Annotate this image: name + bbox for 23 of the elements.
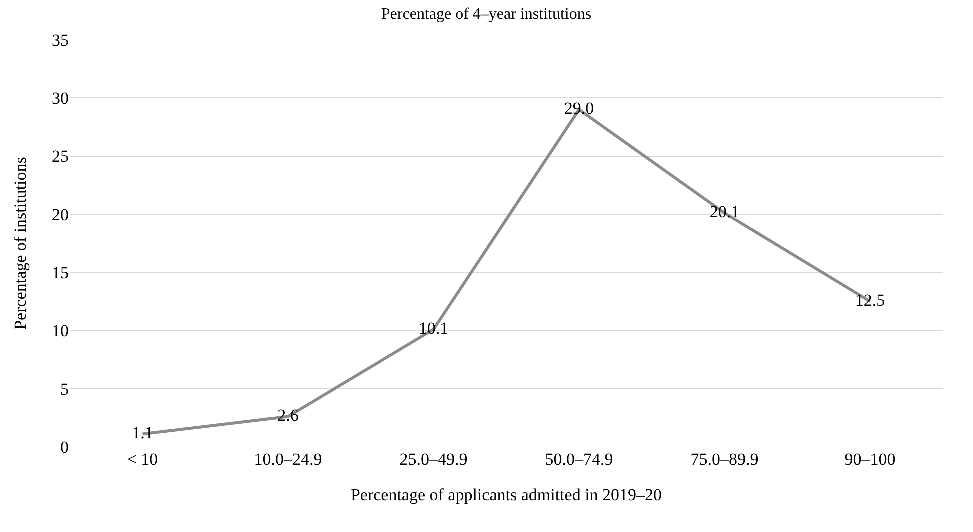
y-tick-label: 30 — [52, 89, 69, 108]
x-tick-label: 25.0‒49.9 — [400, 450, 468, 469]
y-tick-label: 0 — [60, 438, 69, 457]
chart-title: Percentage of 4‒year institutions — [381, 6, 592, 24]
y-tick-label: 20 — [52, 205, 69, 224]
data-label: 10.1 — [418, 318, 449, 338]
x-tick-label: 75.0‒89.9 — [690, 450, 759, 469]
y-tick-label: 25 — [52, 147, 69, 166]
x-tick-label: < 10 — [127, 450, 158, 469]
y-axis-title: Percentage of institutions — [11, 157, 30, 330]
data-label: 1.1 — [132, 423, 154, 442]
x-tick-label: 10.0‒24.9 — [254, 450, 322, 469]
x-tick-label: 50.0‒74.9 — [545, 450, 614, 469]
y-tick-label: 15 — [52, 264, 69, 283]
x-tick-label: 90‒100 — [844, 450, 896, 469]
data-label: 20.1 — [710, 202, 740, 222]
y-tick-label: 5 — [60, 380, 69, 399]
data-label: 29.0 — [564, 99, 594, 118]
x-axis-title: Percentage of applicants admitted in 2019‒20 — [350, 485, 662, 504]
data-label: 2.6 — [278, 406, 299, 426]
y-tick-label: 35 — [52, 30, 69, 50]
y-tick-label: 10 — [52, 322, 69, 341]
data-label: 12.5 — [855, 290, 886, 310]
